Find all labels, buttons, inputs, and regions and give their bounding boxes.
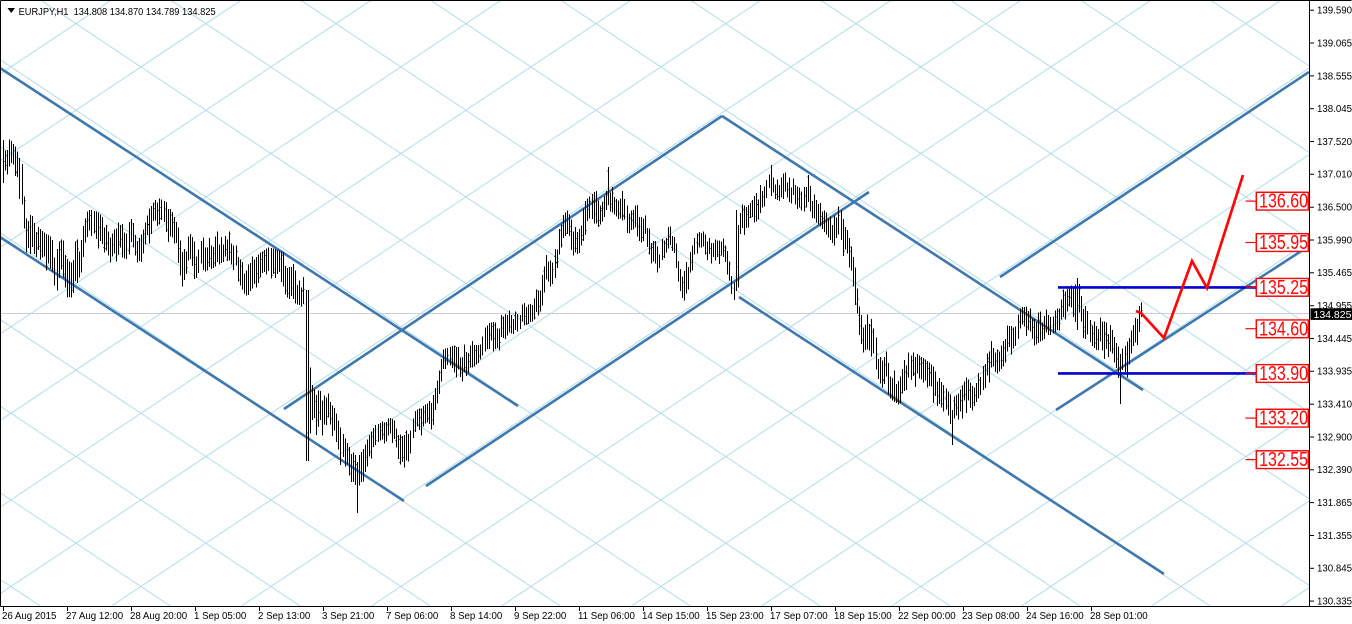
- svg-text:130.845: 130.845: [1317, 564, 1352, 575]
- svg-text:18 Sep 15:00: 18 Sep 15:00: [834, 611, 892, 622]
- svg-text:134.955: 134.955: [1317, 301, 1352, 312]
- svg-text:138.555: 138.555: [1317, 71, 1352, 82]
- svg-text:9 Sep 22:00: 9 Sep 22:00: [514, 611, 567, 622]
- svg-text:EURJPY,H1 134.808 134.870 134: EURJPY,H1 134.808 134.870 134.789 134.82…: [19, 7, 216, 19]
- svg-text:132.390: 132.390: [1317, 465, 1352, 476]
- svg-text:136.600: 136.600: [1259, 189, 1317, 212]
- svg-text:24 Sep 16:00: 24 Sep 16:00: [1026, 611, 1084, 622]
- svg-text:133.900: 133.900: [1259, 361, 1317, 384]
- svg-text:138.045: 138.045: [1317, 104, 1352, 115]
- svg-text:1 Sep 05:00: 1 Sep 05:00: [194, 611, 247, 622]
- svg-text:14 Sep 15:00: 14 Sep 15:00: [642, 611, 700, 622]
- svg-text:15 Sep 23:00: 15 Sep 23:00: [706, 611, 764, 622]
- svg-text:8 Sep 14:00: 8 Sep 14:00: [450, 611, 503, 622]
- svg-text:23 Sep 08:00: 23 Sep 08:00: [962, 611, 1020, 622]
- svg-text:137.010: 137.010: [1317, 170, 1352, 181]
- svg-text:130.335: 130.335: [1317, 597, 1352, 608]
- svg-text:135.250: 135.250: [1259, 275, 1317, 298]
- svg-text:134.825: 134.825: [1314, 309, 1352, 321]
- svg-text:131.865: 131.865: [1317, 498, 1352, 509]
- svg-text:137.520: 137.520: [1317, 137, 1352, 148]
- svg-text:131.355: 131.355: [1317, 531, 1352, 542]
- svg-text:139.590: 139.590: [1317, 6, 1352, 17]
- svg-text:22 Sep 00:00: 22 Sep 00:00: [898, 611, 956, 622]
- svg-text:139.065: 139.065: [1317, 38, 1352, 49]
- svg-text:135.950: 135.950: [1259, 230, 1317, 253]
- svg-text:28 Aug 20:00: 28 Aug 20:00: [130, 611, 188, 622]
- svg-text:133.410: 133.410: [1317, 400, 1352, 411]
- svg-text:134.600: 134.600: [1259, 316, 1317, 339]
- svg-text:26 Aug 2015: 26 Aug 2015: [2, 611, 56, 622]
- svg-text:7 Sep 06:00: 7 Sep 06:00: [386, 611, 439, 622]
- svg-text:136.500: 136.500: [1317, 203, 1352, 214]
- svg-text:11 Sep 06:00: 11 Sep 06:00: [578, 611, 636, 622]
- svg-text:28 Sep 01:00: 28 Sep 01:00: [1090, 611, 1148, 622]
- svg-text:133.935: 133.935: [1317, 367, 1352, 378]
- svg-text:133.200: 133.200: [1259, 406, 1317, 429]
- svg-text:3 Sep 21:00: 3 Sep 21:00: [322, 611, 375, 622]
- svg-text:135.465: 135.465: [1317, 268, 1352, 279]
- svg-text:134.445: 134.445: [1317, 334, 1352, 345]
- svg-text:132.550: 132.550: [1259, 447, 1317, 470]
- svg-text:135.990: 135.990: [1317, 235, 1352, 246]
- svg-text:27 Aug 12:00: 27 Aug 12:00: [66, 611, 124, 622]
- svg-text:2 Sep 13:00: 2 Sep 13:00: [258, 611, 311, 622]
- svg-text:17 Sep 07:00: 17 Sep 07:00: [770, 611, 828, 622]
- svg-text:132.900: 132.900: [1317, 432, 1352, 443]
